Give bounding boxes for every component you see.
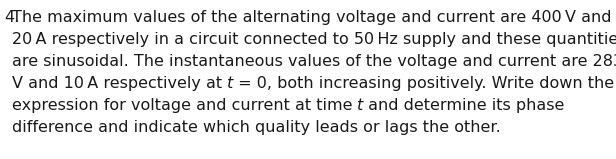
Text: difference and indicate which quality leads or lags the other.: difference and indicate which quality le…: [12, 120, 500, 135]
Text: are sinusoidal. The instantaneous values of the voltage and current are 283: are sinusoidal. The instantaneous values…: [12, 54, 616, 69]
Text: The maximum values of the alternating voltage and current are 400 V and: The maximum values of the alternating vo…: [12, 10, 611, 25]
Text: 20 A respectively in a circuit connected to 50 Hz supply and these quantities: 20 A respectively in a circuit connected…: [12, 32, 616, 47]
Text: t: t: [227, 76, 233, 91]
Text: 4.: 4.: [4, 10, 19, 25]
Text: V and 10 A respectively at: V and 10 A respectively at: [12, 76, 227, 91]
Text: t: t: [357, 98, 363, 113]
Text: = 0, both increasing positively. Write down the: = 0, both increasing positively. Write d…: [233, 76, 614, 91]
Text: expression for voltage and current at time: expression for voltage and current at ti…: [12, 98, 357, 113]
Text: and determine its phase: and determine its phase: [363, 98, 565, 113]
